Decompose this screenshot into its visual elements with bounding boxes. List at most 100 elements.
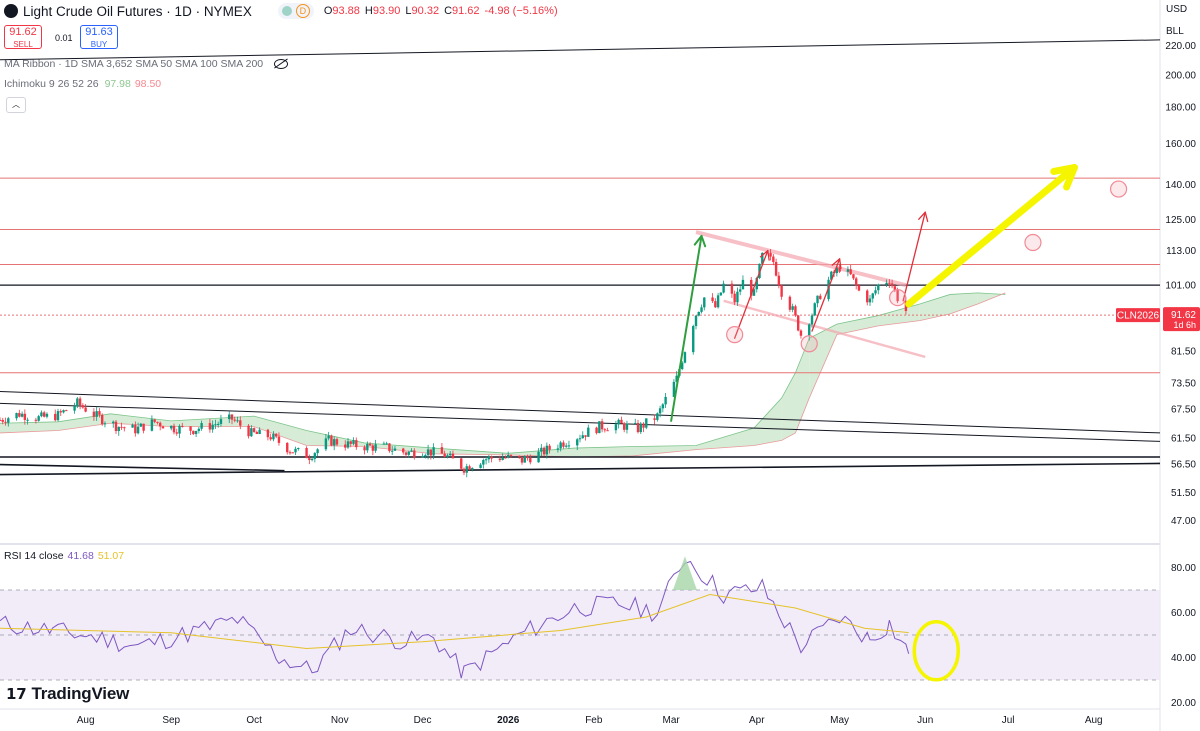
buy-price: 91.63 xyxy=(85,26,113,38)
candle-body xyxy=(308,458,311,461)
ohlc-key: C xyxy=(444,5,453,17)
hidden-eye-icon[interactable] xyxy=(274,59,289,70)
candle-body xyxy=(156,421,159,423)
candle-body xyxy=(172,425,176,433)
candle-body xyxy=(617,419,620,425)
candle-body xyxy=(98,411,101,415)
currency-label[interactable]: USD xyxy=(1166,4,1188,15)
candle-body xyxy=(761,252,764,264)
candle-body xyxy=(73,405,76,411)
candle-body xyxy=(230,414,234,420)
senkou-b-line xyxy=(0,292,1006,458)
candle-body xyxy=(559,442,562,449)
symbol-logo-icon xyxy=(4,4,18,18)
ichimoku-legend[interactable]: Ichimoku 9 26 52 26 97.98 98.50 xyxy=(4,78,161,90)
candle-body xyxy=(772,256,775,262)
circle-marker xyxy=(800,335,818,353)
candle-body xyxy=(896,289,899,302)
candle-body xyxy=(504,457,507,459)
candle-body xyxy=(622,423,626,430)
cloud-segment xyxy=(950,292,978,314)
candle-body xyxy=(368,443,372,446)
ma-ribbon-legend[interactable]: MA Ribbon · 1D SMA 3,652 SMA 50 SMA 100 … xyxy=(4,58,289,70)
sell-button[interactable]: 91.62 SELL xyxy=(4,25,42,49)
candle-body xyxy=(529,458,532,463)
cloud-segment xyxy=(795,338,810,433)
rsi-line xyxy=(0,560,910,679)
candle-body xyxy=(78,398,82,406)
price-tick-label: 47.00 xyxy=(1171,516,1196,527)
cloud-segment xyxy=(574,446,633,458)
rsi-legend[interactable]: RSI 14 close 41.68 51.07 xyxy=(4,550,124,562)
status-pill[interactable]: D xyxy=(277,3,314,19)
candle-body xyxy=(854,278,858,286)
candle-body xyxy=(390,450,394,452)
candle-body xyxy=(852,274,855,279)
candle-body xyxy=(214,424,217,426)
price-tick-label: 61.50 xyxy=(1171,433,1196,444)
candle-body xyxy=(382,443,386,445)
time-tick-label: May xyxy=(830,715,849,726)
candle-body xyxy=(34,419,38,421)
candle-body xyxy=(540,447,543,452)
rsi-pane xyxy=(0,556,1160,682)
candle-body xyxy=(426,449,430,456)
ohlc-value: 93.90 xyxy=(372,5,401,17)
candle-body xyxy=(780,285,783,297)
candle-body xyxy=(239,420,242,426)
ohlc-value: 90.32 xyxy=(411,5,440,17)
candle-body xyxy=(84,407,87,412)
candle-body xyxy=(537,451,540,463)
candle-body xyxy=(714,301,717,308)
candle-body xyxy=(866,290,869,303)
candle-body xyxy=(835,267,839,274)
candle-body xyxy=(76,398,79,406)
candle-body xyxy=(288,452,292,454)
trendline xyxy=(0,463,285,472)
candle-body xyxy=(680,362,684,370)
time-tick-label: Feb xyxy=(585,715,603,726)
chevron-up-icon[interactable]: ︿ xyxy=(6,97,26,113)
candle-body xyxy=(250,428,253,437)
time-tick-label: Jul xyxy=(1002,715,1015,726)
tradingview-logo[interactable]: 𝟭𝟳 TradingView xyxy=(6,684,129,704)
ichimoku-label: Ichimoku 9 26 52 26 xyxy=(4,78,99,90)
cloud-segment xyxy=(781,372,796,441)
candle-body xyxy=(440,447,444,454)
ohlc-readout: O93.88 H93.90 L90.32 C91.62 -4.98 (−5.16%) xyxy=(324,5,563,17)
ichimoku-value-1: 97.98 xyxy=(104,78,131,90)
time-tick-label: Nov xyxy=(331,715,349,726)
candle-body xyxy=(581,435,584,439)
last-price-label: 91.62 xyxy=(1171,310,1196,321)
candle-body xyxy=(877,284,880,291)
candle-body xyxy=(813,303,816,316)
candle-body xyxy=(661,404,665,409)
candle-body xyxy=(465,466,468,473)
candle-body xyxy=(595,427,598,434)
candle-body xyxy=(120,426,123,428)
time-tick-label: Jun xyxy=(917,715,933,726)
chart-header: Light Crude Oil Futures · 1D · NYMEX D O… xyxy=(0,0,563,22)
buy-button[interactable]: 91.63 BUY xyxy=(80,25,118,49)
candle-body xyxy=(888,282,891,284)
rsi-overbought-fill xyxy=(672,556,697,590)
candle-body xyxy=(774,261,778,276)
candle-body xyxy=(26,419,29,421)
candle-body xyxy=(219,419,223,424)
candle-body xyxy=(23,413,27,420)
unit-label[interactable]: BLL xyxy=(1166,26,1184,37)
candle-body xyxy=(874,290,877,294)
rsi-tick-label: 20.00 xyxy=(1171,698,1196,709)
red-arrow-head xyxy=(767,249,770,261)
candle-body xyxy=(175,432,178,434)
candle-body xyxy=(407,451,410,455)
candle-body xyxy=(796,315,800,331)
candle-body xyxy=(349,441,352,444)
price-tick-label: 113.00 xyxy=(1166,246,1196,257)
cloud-segment xyxy=(364,442,434,454)
candle-body xyxy=(523,456,526,463)
candle-body xyxy=(313,453,317,459)
candle-body xyxy=(587,427,590,437)
symbol-title[interactable]: Light Crude Oil Futures · 1D · NYMEX xyxy=(23,3,252,19)
